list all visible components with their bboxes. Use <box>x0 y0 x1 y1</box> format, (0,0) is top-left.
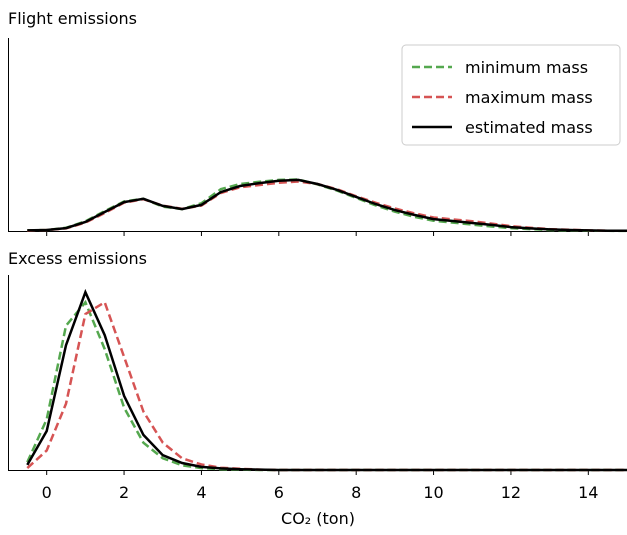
legend-label: estimated mass <box>465 118 593 137</box>
legend-box <box>401 44 621 146</box>
x-tick-label: 10 <box>423 483 443 502</box>
chart-title: Flight emissions <box>8 9 137 28</box>
chart-title: Excess emissions <box>8 249 147 268</box>
series-line <box>26 300 627 472</box>
x-tick-label: 8 <box>351 483 361 502</box>
series-line <box>27 178 627 233</box>
legend-label: minimum mass <box>465 58 588 77</box>
series-line <box>26 299 627 472</box>
x-tick-label: 0 <box>42 483 52 502</box>
legend-label: maximum mass <box>465 88 593 107</box>
x-tick-label: 12 <box>501 483 521 502</box>
x-tick-label: 14 <box>578 483 598 502</box>
x-tick-label: 4 <box>196 483 206 502</box>
series-line <box>26 288 627 472</box>
x-tick-label: 2 <box>119 483 129 502</box>
x-tick-label: 6 <box>274 483 284 502</box>
x-axis-label: CO₂ (ton) <box>281 509 355 528</box>
